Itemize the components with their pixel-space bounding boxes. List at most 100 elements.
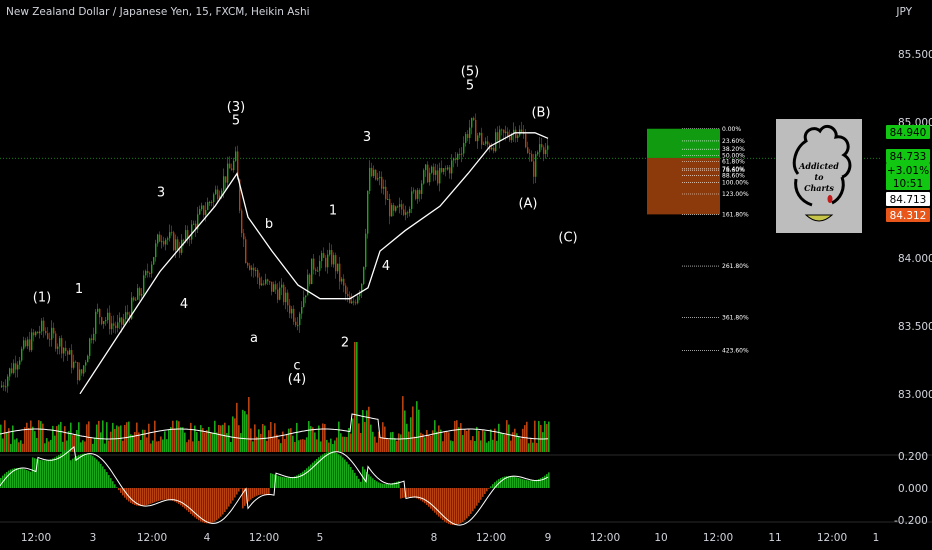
volume-bar	[386, 438, 388, 452]
candle-body	[271, 281, 273, 292]
volume-bar	[482, 429, 484, 452]
candle-body	[143, 275, 145, 295]
candle-body	[191, 224, 193, 240]
oscillator-bar	[284, 477, 286, 488]
candle-body	[27, 339, 29, 347]
wave-label: a	[250, 331, 258, 346]
volume-bar	[110, 431, 112, 452]
candle-body	[225, 176, 227, 183]
candle-body	[533, 161, 535, 177]
oscillator-bar	[348, 464, 350, 488]
price-tick-label: 84.000	[898, 253, 932, 265]
oscillator-bar	[134, 488, 136, 506]
volume-bar	[388, 439, 390, 452]
volume-bar	[178, 421, 180, 452]
volume-bar	[90, 436, 92, 452]
candle-body	[439, 167, 441, 184]
candle-body	[433, 166, 435, 175]
volume-bar	[356, 342, 358, 452]
candle-body	[535, 154, 537, 177]
volume-bar	[430, 435, 432, 452]
candle-body	[85, 362, 87, 366]
oscillator-bar	[438, 488, 440, 517]
oscillator-bar	[306, 468, 308, 488]
candle-body	[109, 312, 111, 330]
volume-bar	[480, 440, 482, 452]
fib-level-label: 100.00%	[722, 179, 749, 186]
oscillator-bar	[522, 479, 524, 488]
oscillator-bar	[32, 457, 34, 488]
oscillator-bar	[462, 488, 464, 522]
oscillator-bar	[86, 453, 88, 488]
oscillator-bar	[264, 488, 266, 495]
candle-body	[7, 376, 9, 387]
volume-bar	[78, 422, 80, 452]
oscillator-bar	[548, 472, 550, 488]
oscillator-bar	[326, 452, 328, 488]
volume-bar	[420, 432, 422, 452]
volume-bar	[122, 440, 124, 452]
volume-bar	[548, 421, 550, 452]
oscillator-bar	[310, 464, 312, 488]
candle-body	[299, 313, 301, 326]
oscillator-bar	[278, 475, 280, 488]
volume-bar	[382, 422, 384, 452]
candle-body	[209, 202, 211, 204]
oscillator-bar	[70, 460, 72, 488]
volume-bar	[100, 432, 102, 452]
volume-bar	[14, 439, 16, 452]
candle-body	[35, 331, 37, 336]
candle-body	[445, 168, 447, 170]
volume-bar	[392, 431, 394, 452]
oscillator-bar	[156, 488, 158, 502]
volume-bar	[68, 431, 70, 452]
candle-body	[285, 292, 287, 303]
candle-body	[227, 163, 229, 183]
wave-label: 5	[232, 114, 240, 129]
oscillator-bar	[242, 488, 244, 509]
time-tick-label: 10	[654, 532, 667, 544]
candle-body	[23, 340, 25, 349]
oscillator-bar	[316, 458, 318, 488]
candle-body	[437, 170, 439, 184]
oscillator-bar	[42, 460, 44, 488]
oscillator-bar	[100, 463, 102, 488]
volume-bar	[246, 414, 248, 452]
volume-bar	[94, 437, 96, 452]
candle-body	[37, 331, 39, 334]
time-tick-label: 12:00	[590, 532, 620, 544]
volume-bar	[302, 439, 304, 452]
volume-bar	[258, 429, 260, 452]
candle-body	[361, 283, 363, 293]
volume-bar	[444, 431, 446, 452]
candle-body	[483, 143, 485, 145]
volume-bar	[440, 429, 442, 452]
oscillator-bar	[204, 488, 206, 523]
oscillator-bar	[24, 469, 26, 488]
candle-body	[187, 230, 189, 239]
wave-label: 3	[157, 186, 165, 201]
volume-bar	[472, 436, 474, 452]
candle-body	[517, 135, 519, 139]
candle-body	[47, 333, 49, 339]
volume-bar	[260, 433, 262, 452]
candle-body	[33, 332, 35, 336]
volume-bar	[28, 427, 30, 452]
oscillator-bar	[106, 472, 108, 488]
wave-label: (5)	[461, 65, 479, 80]
oscillator-bar	[98, 461, 100, 488]
volume-bar	[52, 425, 54, 452]
oscillator-bar	[80, 454, 82, 488]
volume-bar	[416, 401, 418, 452]
oscillator-bar	[44, 460, 46, 488]
volume-bar	[26, 422, 28, 452]
fib-level-label: 0.00%	[722, 126, 741, 133]
volume-bar	[242, 409, 244, 452]
oscillator-bar	[144, 488, 146, 506]
volume-bar	[490, 429, 492, 452]
volume-bar	[330, 438, 332, 452]
volume-bar	[70, 422, 72, 452]
volume-bar	[44, 443, 46, 452]
volume-bar	[414, 436, 416, 452]
